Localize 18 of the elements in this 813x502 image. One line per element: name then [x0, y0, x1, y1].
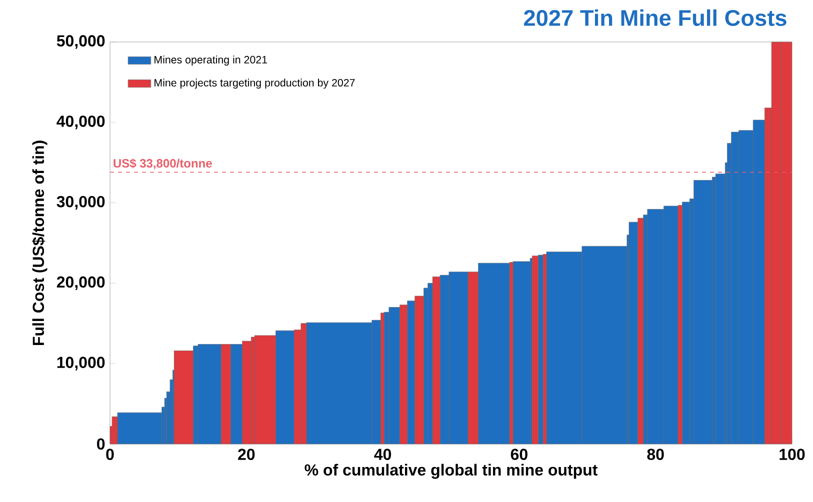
y-axis-title: Full Cost (US$/tonne of tin): [32, 140, 48, 346]
x-tick-label: 60: [510, 448, 528, 460]
x-tick-label: 100: [780, 448, 805, 460]
y-tick-label: 40,000: [56, 116, 105, 130]
x-tick-label: 40: [374, 448, 392, 460]
x-tick-label: 80: [647, 448, 664, 460]
x-axis-title: % of cumulative global tin mine output: [304, 464, 598, 479]
y-tick-label: 0: [97, 438, 105, 450]
ref-line-label: US$ 33,800/tonne: [114, 158, 212, 170]
y-tick-label: 20,000: [56, 276, 105, 290]
chart-title: 2027 Tin Mine Full Costs: [524, 9, 786, 26]
x-tick-label: 20: [238, 448, 255, 460]
y-tick-label: 10,000: [57, 356, 105, 370]
legend-label: Mines operating in 2021: [154, 56, 267, 66]
y-tick-label: 30,000: [56, 196, 105, 210]
legend-label: Mine projects targeting production by 2027: [154, 78, 355, 89]
y-tick-label: 50,000: [56, 35, 105, 49]
x-tick-label: 0: [106, 448, 114, 460]
